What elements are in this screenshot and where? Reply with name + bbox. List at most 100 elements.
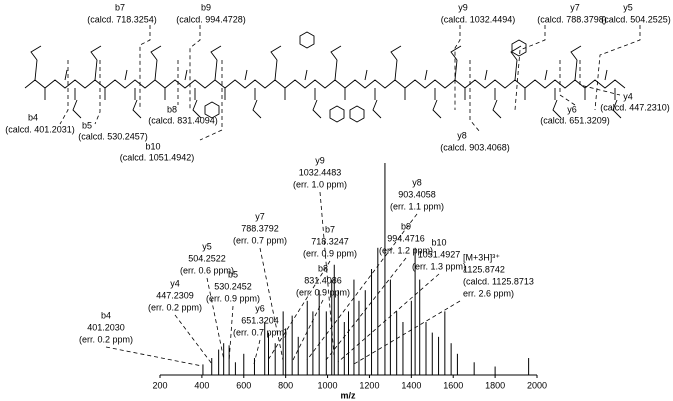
side-chain [214, 59, 218, 81]
cleavage-line [94, 60, 101, 125]
fragment-name: b7 [115, 2, 125, 12]
side-chain [514, 59, 518, 81]
peak-label: (err. 1.3 ppm) [412, 261, 466, 271]
cleavage-line [469, 60, 481, 133]
x-tick-label: 600 [236, 380, 251, 390]
side-chain [570, 45, 582, 61]
peak-label: (err. 0.9 ppm) [206, 293, 260, 303]
peak-label: y8 [412, 177, 422, 187]
side-chain [252, 99, 262, 119]
side-chain [304, 69, 308, 81]
peak-label: b8 [318, 263, 328, 273]
side-chain [270, 45, 282, 61]
backbone [24, 79, 626, 89]
annotation-line [267, 260, 331, 361]
peak-label: 994.4716 [387, 233, 425, 243]
fragment-name: y7 [570, 2, 580, 12]
fragment-calcd: (calcd. 831.4094) [148, 115, 218, 125]
fragment-calcd: (calcd. 447.2310) [600, 102, 670, 112]
side-chain [244, 69, 248, 81]
annotation-line [105, 346, 203, 367]
fragment-calcd: (calcd. 504.2525) [601, 14, 671, 24]
side-chain [372, 99, 382, 119]
x-tick-label: 1400 [401, 380, 421, 390]
peak-label: (err. 0.7 ppm) [233, 235, 287, 245]
fragment-name: b10 [145, 141, 160, 151]
side-chain [30, 45, 42, 61]
cleavage-line [59, 60, 69, 125]
side-chain [604, 69, 608, 81]
ring [511, 39, 527, 57]
fragment-calcd: (calcd. 788.3798) [537, 14, 607, 24]
side-chain [544, 69, 548, 81]
peak-label: y5 [202, 241, 212, 251]
side-chain [484, 69, 488, 81]
annotation-line [306, 213, 418, 361]
peak-label: 788.3792 [241, 223, 279, 233]
side-chain [364, 69, 368, 81]
fragment-calcd: (calcd. 994.4728) [176, 14, 246, 24]
peak-label: b9 [401, 221, 411, 231]
cleavage-line [579, 60, 621, 96]
x-tick-label: 1000 [318, 380, 338, 390]
peak-label: (err. 0.7 ppm) [233, 327, 287, 337]
peak-label: 1032.4483 [299, 167, 342, 177]
cleavage-line [189, 25, 201, 110]
peak-label: (err. 1.1 ppm) [390, 201, 444, 211]
side-chain [192, 99, 202, 119]
side-chain [124, 69, 128, 81]
fragment-name: y5 [623, 2, 633, 12]
side-chain [94, 59, 98, 81]
peak-label: (err. 0.2 ppm) [148, 302, 202, 312]
annotation-line [228, 305, 234, 363]
side-chain [612, 99, 622, 119]
peak-label: 1125.8742 [463, 264, 505, 274]
side-chain [154, 59, 158, 81]
ring [299, 31, 315, 49]
fragment-name: b8 [167, 104, 177, 114]
side-chain [432, 99, 442, 119]
peak-label: (calcd. 1125.8713 [463, 276, 534, 286]
annotation-line [253, 339, 261, 365]
ring [204, 101, 220, 119]
annotation-line [259, 247, 284, 361]
fragment-name: b9 [201, 2, 211, 12]
peak-label: 1051.4927 [418, 249, 461, 259]
side-chain [184, 69, 188, 81]
peak-label: 903.4058 [398, 189, 436, 199]
side-chain [492, 99, 502, 119]
fragment-calcd: (calcd. 1051.4942) [120, 152, 195, 162]
fragment-calcd: (calcd. 718.3254) [87, 14, 157, 24]
fragment-name: b4 [28, 112, 38, 122]
peak-label: [M+3H]³⁺ [463, 252, 500, 262]
peak-label: y7 [255, 211, 265, 221]
peak-label: 401.2030 [87, 322, 125, 332]
peak-label: (err. 0.9 ppm) [296, 287, 350, 297]
x-tick-label: 800 [278, 380, 293, 390]
x-tick-label: 1600 [443, 380, 463, 390]
side-chain [334, 59, 338, 81]
side-chain [150, 45, 162, 61]
peak-label: y6 [255, 303, 265, 313]
annotation-line [325, 257, 407, 361]
side-chain [394, 59, 398, 81]
x-tick-label: 2000 [527, 380, 547, 390]
side-chain [454, 59, 458, 81]
peak-label: (err. 1.0 ppm) [293, 179, 347, 189]
peak-label: y9 [315, 155, 325, 165]
peak-label: err. 2.6 ppm) [463, 288, 514, 298]
side-chain [274, 59, 278, 81]
cleavage-line [594, 25, 641, 111]
peak-label: 651.3204 [241, 315, 279, 325]
fragment-calcd: (calcd. 530.2457) [78, 131, 148, 141]
side-chain [34, 59, 38, 81]
side-chain [510, 45, 522, 61]
peak-label: 831.4086 [304, 275, 342, 285]
side-chain [90, 45, 102, 61]
side-chain [64, 69, 68, 81]
side-chain [574, 59, 578, 81]
peak-label: (err. 0.9 ppm) [303, 248, 357, 258]
peak-label: 718.3247 [311, 236, 349, 246]
side-chain [210, 45, 222, 61]
peak-label: (err. 1.2 ppm) [379, 245, 433, 255]
